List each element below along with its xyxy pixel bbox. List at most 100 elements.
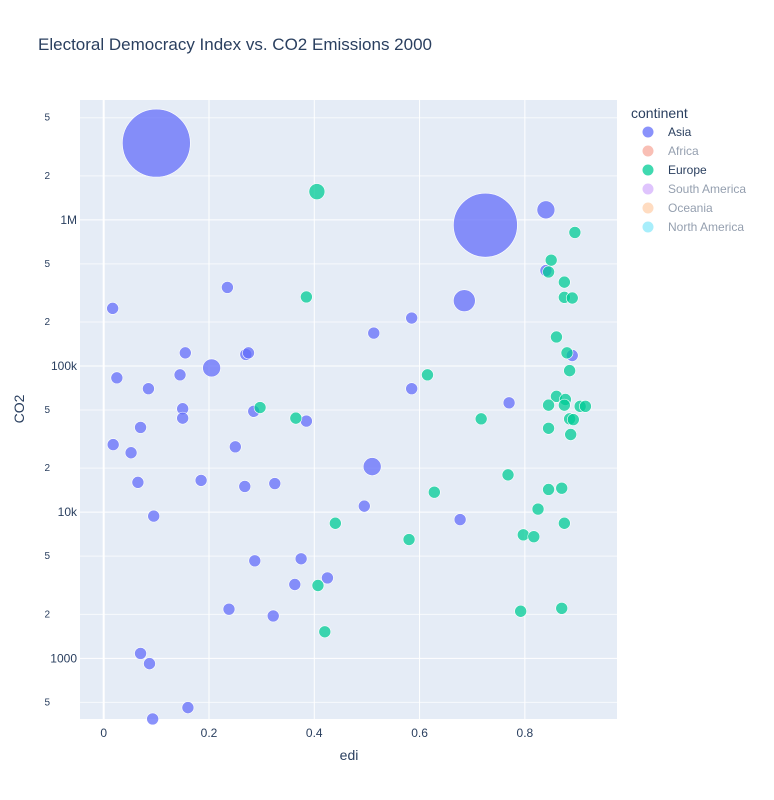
- data-point-asia: [181, 701, 195, 714]
- data-point-europe: [474, 412, 488, 426]
- legend-item-africa[interactable]: Africa: [642, 144, 700, 158]
- legend-marker: [642, 183, 654, 195]
- data-point-asia: [321, 571, 334, 585]
- data-point-asia: [131, 476, 145, 489]
- data-point-asia: [405, 382, 418, 395]
- data-point-asia: [110, 371, 124, 385]
- data-point-europe: [542, 265, 555, 279]
- legend-title: continent: [631, 105, 688, 121]
- data-point-asia: [176, 411, 189, 425]
- data-point-asia: [221, 281, 234, 294]
- data-points: [106, 108, 592, 726]
- data-point-europe: [428, 485, 441, 499]
- y-tick-label: 10k: [58, 505, 78, 519]
- data-point-europe: [329, 516, 342, 530]
- data-point-asia: [268, 477, 282, 490]
- data-point-asia: [367, 326, 381, 340]
- legend-label: Oceania: [668, 201, 713, 215]
- legend-marker: [642, 221, 654, 233]
- data-point-europe: [527, 530, 541, 543]
- y-minor-tick-label: 2: [44, 317, 50, 328]
- legend-label: Europe: [668, 163, 707, 177]
- data-point-europe: [516, 528, 530, 542]
- data-point-europe: [253, 401, 267, 414]
- data-point-asia: [147, 509, 161, 523]
- legend-item-asia[interactable]: Asia: [642, 125, 692, 139]
- data-point-europe: [568, 226, 582, 239]
- data-point-asia: [178, 346, 192, 360]
- x-tick-label: 0.4: [306, 726, 323, 740]
- data-point-asia: [124, 446, 138, 460]
- data-point-europe: [311, 579, 325, 592]
- data-point-asia: [453, 513, 467, 526]
- data-point-europe: [558, 398, 571, 412]
- plot-background: [80, 100, 617, 719]
- legend-marker: [642, 164, 654, 176]
- data-point-asia: [106, 438, 120, 451]
- data-point-europe: [560, 346, 574, 360]
- y-minor-tick-label: 5: [44, 405, 50, 416]
- data-point-europe: [318, 625, 332, 639]
- data-point-asia: [536, 200, 556, 220]
- data-point-asia: [238, 480, 252, 493]
- legend-marker: [642, 145, 654, 157]
- data-point-europe: [558, 516, 571, 530]
- data-point-asia: [142, 382, 155, 395]
- data-point-asia: [453, 192, 518, 258]
- y-minor-tick-label: 2: [44, 609, 50, 620]
- data-point-europe: [555, 481, 569, 495]
- legend-label: South America: [668, 182, 746, 196]
- data-point-asia: [248, 554, 262, 568]
- data-point-europe: [542, 483, 555, 496]
- x-axis-ticks: 0 0.2 0.4 0.6 0.8: [100, 726, 533, 740]
- data-point-asia: [202, 358, 221, 378]
- data-point-asia: [229, 440, 242, 454]
- x-tick-label: 0.8: [517, 726, 534, 740]
- data-point-europe: [308, 183, 326, 200]
- data-point-europe: [558, 275, 571, 289]
- y-minor-tick-label: 5: [44, 697, 50, 708]
- legend-item-north-america[interactable]: North America: [642, 220, 745, 234]
- legend-label: Asia: [668, 125, 692, 139]
- grid-lines: [80, 100, 617, 719]
- y-tick-label: 1M: [60, 213, 77, 227]
- data-point-asia: [453, 289, 476, 312]
- data-point-europe: [402, 533, 416, 546]
- legend-item-europe[interactable]: Europe: [642, 163, 708, 177]
- legend-item-south-america[interactable]: South America: [642, 182, 747, 196]
- chart-title: Electoral Democracy Index vs. CO2 Emissi…: [38, 35, 432, 54]
- data-point-europe: [563, 364, 576, 377]
- legend-item-oceania[interactable]: Oceania: [642, 201, 714, 215]
- data-point-europe: [564, 428, 577, 441]
- data-point-asia: [357, 499, 371, 513]
- data-point-europe: [531, 502, 545, 516]
- y-minor-tick-label: 5: [44, 113, 50, 124]
- legend-label: Africa: [668, 144, 699, 158]
- y-tick-label: 1000: [50, 651, 77, 665]
- y-minor-tick-label: 2: [44, 171, 50, 182]
- data-point-europe: [555, 601, 569, 615]
- data-point-europe: [300, 290, 313, 304]
- data-point-europe: [579, 400, 592, 413]
- data-point-asia: [143, 657, 156, 670]
- data-point-asia: [294, 552, 308, 566]
- data-point-asia: [173, 368, 187, 382]
- data-point-asia: [266, 609, 280, 623]
- legend-marker: [642, 126, 654, 138]
- x-axis-title: edi: [340, 747, 359, 763]
- x-tick-label: 0: [100, 726, 107, 740]
- data-point-asia: [242, 346, 255, 360]
- data-point-asia: [222, 602, 236, 616]
- data-point-europe: [567, 413, 580, 426]
- y-axis-title: CO2: [11, 394, 27, 423]
- x-tick-label: 0.6: [411, 726, 428, 740]
- data-point-europe: [544, 253, 558, 267]
- data-point-europe: [421, 368, 434, 382]
- data-point-asia: [288, 578, 302, 591]
- data-point-asia: [146, 712, 159, 726]
- data-point-asia: [106, 302, 119, 315]
- data-point-asia: [502, 396, 516, 410]
- data-point-asia: [122, 108, 191, 178]
- y-minor-tick-label: 5: [44, 551, 50, 562]
- data-point-asia: [194, 474, 208, 487]
